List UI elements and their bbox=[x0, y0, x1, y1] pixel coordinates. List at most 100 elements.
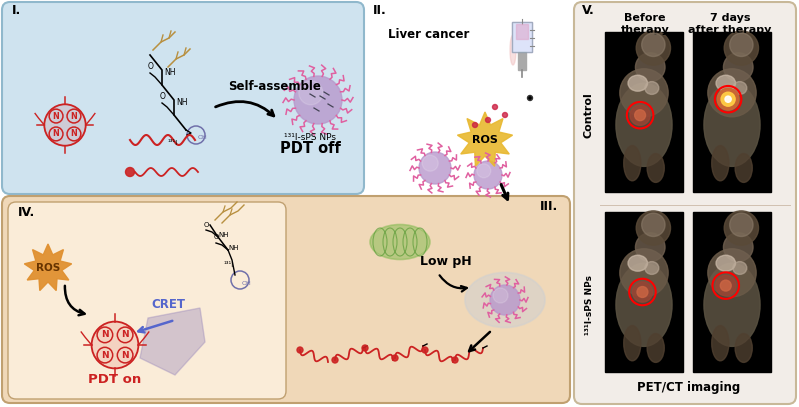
Circle shape bbox=[332, 357, 338, 363]
Text: ¹³¹I-sPS NPs: ¹³¹I-sPS NPs bbox=[585, 275, 594, 335]
Text: Before
therapy: Before therapy bbox=[621, 13, 670, 35]
Circle shape bbox=[529, 97, 531, 99]
Ellipse shape bbox=[620, 69, 668, 117]
Ellipse shape bbox=[716, 255, 736, 271]
Circle shape bbox=[718, 88, 739, 110]
Text: ¹³¹I: ¹³¹I bbox=[168, 140, 178, 146]
Circle shape bbox=[44, 104, 85, 146]
Circle shape bbox=[632, 282, 653, 302]
Ellipse shape bbox=[628, 75, 647, 91]
Ellipse shape bbox=[708, 249, 756, 297]
Circle shape bbox=[493, 288, 508, 303]
Text: N: N bbox=[121, 350, 129, 360]
Text: O: O bbox=[148, 62, 154, 71]
Text: Control: Control bbox=[584, 92, 594, 138]
Circle shape bbox=[434, 152, 450, 168]
Circle shape bbox=[452, 357, 458, 363]
Text: I.: I. bbox=[12, 4, 22, 17]
Ellipse shape bbox=[645, 262, 659, 274]
Bar bbox=[605, 212, 683, 372]
Ellipse shape bbox=[616, 83, 672, 166]
FancyBboxPatch shape bbox=[512, 22, 532, 52]
Circle shape bbox=[637, 287, 648, 298]
Text: III.: III. bbox=[540, 200, 559, 213]
FancyBboxPatch shape bbox=[574, 2, 796, 404]
FancyBboxPatch shape bbox=[2, 2, 364, 194]
Circle shape bbox=[294, 76, 342, 124]
Circle shape bbox=[642, 213, 665, 236]
FancyBboxPatch shape bbox=[512, 22, 532, 52]
Text: N: N bbox=[53, 129, 59, 138]
Text: IV.: IV. bbox=[18, 206, 35, 219]
Ellipse shape bbox=[704, 83, 760, 166]
Circle shape bbox=[636, 211, 670, 245]
Text: Self-assemble: Self-assemble bbox=[228, 80, 321, 93]
Circle shape bbox=[729, 33, 753, 57]
Text: N: N bbox=[53, 112, 59, 120]
Text: Low pH: Low pH bbox=[420, 255, 471, 268]
Ellipse shape bbox=[500, 160, 520, 190]
Circle shape bbox=[422, 347, 428, 353]
FancyBboxPatch shape bbox=[518, 52, 526, 70]
Polygon shape bbox=[24, 244, 72, 291]
Circle shape bbox=[721, 92, 735, 106]
Ellipse shape bbox=[708, 69, 756, 117]
Text: NH: NH bbox=[176, 98, 188, 107]
Circle shape bbox=[474, 161, 502, 189]
Text: N: N bbox=[101, 350, 109, 360]
Text: N: N bbox=[101, 330, 109, 339]
Ellipse shape bbox=[647, 334, 664, 362]
Ellipse shape bbox=[645, 81, 659, 94]
Ellipse shape bbox=[733, 262, 747, 274]
Ellipse shape bbox=[510, 35, 516, 65]
Ellipse shape bbox=[506, 31, 518, 69]
Polygon shape bbox=[457, 112, 513, 166]
Ellipse shape bbox=[628, 255, 647, 271]
Circle shape bbox=[297, 347, 303, 353]
Text: PDT off: PDT off bbox=[280, 141, 340, 156]
Ellipse shape bbox=[733, 81, 747, 94]
FancyBboxPatch shape bbox=[2, 196, 570, 403]
Circle shape bbox=[503, 112, 507, 118]
Bar bbox=[605, 32, 683, 192]
Circle shape bbox=[419, 152, 451, 184]
Circle shape bbox=[716, 276, 736, 296]
Text: ¹³¹I-sPS NPs: ¹³¹I-sPS NPs bbox=[284, 133, 336, 142]
Ellipse shape bbox=[616, 263, 672, 346]
Circle shape bbox=[125, 168, 134, 177]
Text: ¹³¹I: ¹³¹I bbox=[224, 262, 234, 268]
Ellipse shape bbox=[624, 326, 641, 361]
Bar bbox=[693, 212, 771, 372]
Text: OH: OH bbox=[198, 135, 208, 140]
Circle shape bbox=[486, 118, 491, 123]
Text: V.: V. bbox=[582, 4, 594, 17]
Text: O: O bbox=[160, 92, 166, 101]
Circle shape bbox=[488, 63, 552, 127]
Text: OH: OH bbox=[242, 281, 252, 286]
Ellipse shape bbox=[635, 233, 665, 262]
Circle shape bbox=[721, 280, 731, 291]
Circle shape bbox=[729, 213, 753, 236]
Ellipse shape bbox=[445, 166, 475, 188]
Text: PDT on: PDT on bbox=[89, 373, 141, 386]
Ellipse shape bbox=[716, 75, 736, 91]
Text: NH: NH bbox=[164, 68, 176, 77]
Ellipse shape bbox=[712, 326, 729, 361]
Ellipse shape bbox=[723, 53, 753, 81]
Text: II.: II. bbox=[373, 4, 387, 17]
Text: NH: NH bbox=[228, 245, 238, 251]
Circle shape bbox=[630, 105, 650, 125]
Ellipse shape bbox=[520, 35, 531, 71]
Circle shape bbox=[362, 345, 368, 351]
Text: PET/CT imaging: PET/CT imaging bbox=[638, 381, 741, 394]
Circle shape bbox=[472, 123, 478, 127]
Ellipse shape bbox=[704, 263, 760, 346]
Text: CRET: CRET bbox=[151, 298, 185, 311]
Ellipse shape bbox=[465, 273, 545, 328]
Bar bbox=[693, 32, 771, 192]
Bar bbox=[516, 24, 528, 39]
Ellipse shape bbox=[735, 334, 753, 362]
Ellipse shape bbox=[723, 233, 753, 262]
Circle shape bbox=[299, 81, 323, 105]
FancyBboxPatch shape bbox=[8, 202, 286, 399]
